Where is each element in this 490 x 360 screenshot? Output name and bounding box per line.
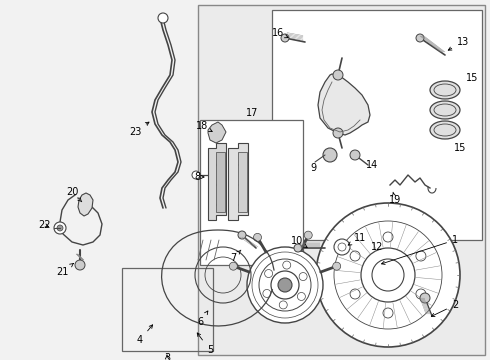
- Circle shape: [323, 148, 337, 162]
- Circle shape: [350, 150, 360, 160]
- Text: 10: 10: [291, 236, 307, 247]
- Text: 15: 15: [454, 143, 466, 153]
- Text: 13: 13: [448, 37, 469, 50]
- Circle shape: [372, 259, 404, 291]
- Circle shape: [416, 34, 424, 42]
- Circle shape: [316, 203, 460, 347]
- Polygon shape: [228, 143, 248, 220]
- Circle shape: [420, 293, 430, 303]
- Circle shape: [278, 278, 292, 292]
- Circle shape: [57, 225, 63, 231]
- Circle shape: [361, 248, 415, 302]
- Polygon shape: [216, 152, 225, 212]
- Text: 4: 4: [137, 325, 152, 345]
- Circle shape: [271, 271, 299, 299]
- Text: 23: 23: [129, 122, 149, 137]
- Text: 5: 5: [197, 333, 213, 355]
- Polygon shape: [238, 152, 247, 212]
- Text: 14: 14: [366, 160, 378, 170]
- Ellipse shape: [430, 81, 460, 99]
- Circle shape: [259, 259, 311, 311]
- Text: 3: 3: [164, 353, 170, 360]
- Text: 8: 8: [194, 172, 204, 182]
- Text: 22: 22: [38, 220, 50, 230]
- Ellipse shape: [430, 121, 460, 139]
- Text: 15: 15: [466, 73, 478, 83]
- Circle shape: [304, 231, 312, 239]
- Bar: [272, 10, 482, 240]
- Circle shape: [229, 262, 237, 270]
- Text: 11: 11: [348, 233, 366, 245]
- Circle shape: [192, 171, 200, 179]
- Ellipse shape: [430, 101, 460, 119]
- Circle shape: [333, 262, 341, 270]
- Polygon shape: [78, 193, 93, 216]
- Text: 21: 21: [56, 264, 74, 277]
- Circle shape: [294, 244, 302, 252]
- Text: 9: 9: [310, 163, 316, 173]
- Bar: [198, 5, 485, 355]
- Circle shape: [333, 70, 343, 80]
- Text: 12: 12: [371, 242, 383, 252]
- Text: 17: 17: [246, 108, 258, 118]
- Bar: [122, 268, 213, 351]
- Bar: [200, 120, 303, 265]
- Circle shape: [158, 13, 168, 23]
- Circle shape: [75, 260, 85, 270]
- Text: 16: 16: [272, 28, 288, 38]
- Circle shape: [333, 128, 343, 138]
- Text: 20: 20: [66, 187, 82, 202]
- Text: 19: 19: [389, 192, 401, 205]
- Polygon shape: [208, 122, 226, 143]
- Circle shape: [253, 233, 262, 241]
- Text: 7: 7: [230, 250, 241, 263]
- Text: 18: 18: [196, 121, 212, 131]
- Circle shape: [334, 239, 350, 255]
- Text: 1: 1: [382, 235, 458, 264]
- Text: 2: 2: [431, 300, 458, 316]
- Circle shape: [54, 222, 66, 234]
- Circle shape: [281, 34, 289, 42]
- Text: 6: 6: [197, 311, 208, 327]
- Circle shape: [238, 231, 246, 239]
- Polygon shape: [208, 143, 226, 220]
- Circle shape: [247, 247, 323, 323]
- Polygon shape: [318, 74, 370, 135]
